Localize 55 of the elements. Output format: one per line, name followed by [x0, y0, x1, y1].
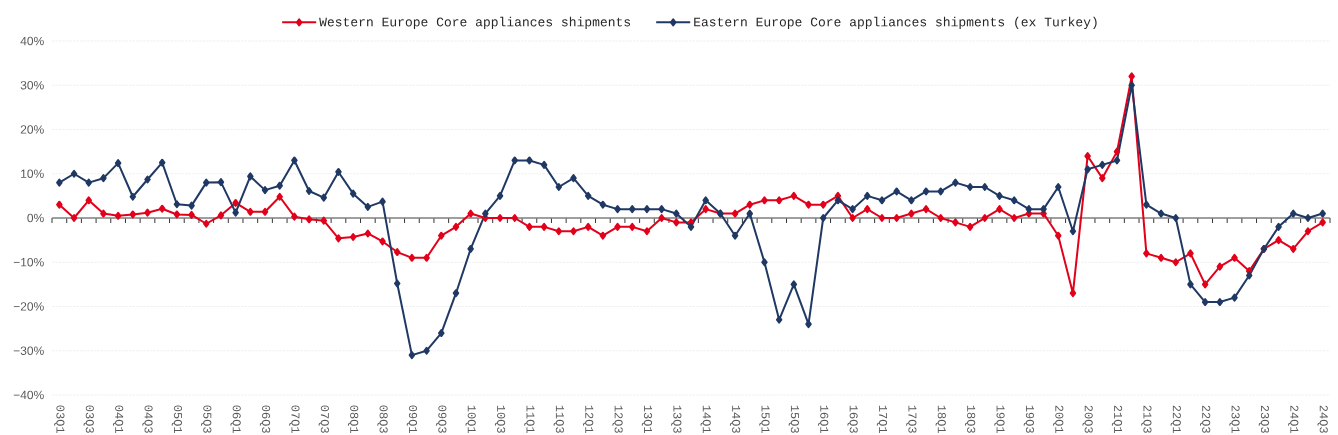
- x-tick-label: 19Q3: [1023, 405, 1035, 433]
- x-tick-label: 09Q3: [436, 405, 447, 433]
- x-tick-label: 06Q1: [230, 405, 241, 434]
- x-tick-label: 19Q1: [994, 405, 1005, 434]
- x-tick-label: 12Q3: [612, 405, 623, 433]
- x-tick-label: 22Q3: [1199, 405, 1211, 433]
- x-tick-label: 14Q1: [700, 405, 711, 434]
- x-tick-label: 13Q1: [641, 405, 653, 434]
- x-tick-label: 17Q1: [876, 405, 888, 434]
- x-tick-label: 22Q1: [1170, 405, 1181, 434]
- x-tick-label: 12Q1: [583, 405, 594, 434]
- x-tick-label: 15Q3: [788, 405, 799, 433]
- x-tick-label: 23Q1: [1229, 405, 1240, 434]
- x-tick-label: 16Q1: [818, 405, 829, 434]
- x-tick-label: 07Q3: [318, 405, 329, 433]
- x-tick-label: 16Q3: [847, 405, 858, 433]
- x-tick-label: 23Q3: [1258, 405, 1270, 433]
- x-tick-label: 06Q3: [259, 405, 271, 433]
- x-tick-label: 11Q3: [553, 405, 564, 433]
- y-tick-label: 20%: [20, 125, 44, 134]
- x-tick-label: 15Q1: [759, 405, 770, 434]
- y-tick-label: 30%: [20, 81, 44, 90]
- x-tick-label: 03Q3: [83, 405, 94, 433]
- x-tick-label: 05Q3: [201, 405, 212, 433]
- x-tick-label: 04Q1: [112, 405, 124, 434]
- x-tick-label: 20Q3: [1082, 405, 1093, 433]
- x-tick-label: 13Q3: [671, 405, 682, 433]
- x-tick-label: 09Q1: [406, 405, 418, 434]
- y-tick-label: 40%: [20, 36, 44, 46]
- x-tick-label: 10Q1: [465, 405, 476, 434]
- x-tick-label: 07Q1: [289, 405, 300, 434]
- x-tick-label: 08Q1: [348, 405, 359, 434]
- x-tick-label: 17Q3: [906, 405, 917, 433]
- x-tick-label: 24Q1: [1288, 405, 1299, 434]
- x-tick-label: 18Q3: [964, 405, 976, 433]
- y-tick-label: −40%: [13, 390, 44, 400]
- x-tick-label: 05Q1: [171, 405, 183, 434]
- x-tick-label: 14Q3: [729, 405, 741, 433]
- x-tick-label: 21Q3: [1141, 405, 1152, 433]
- x-tick-label: 04Q3: [142, 405, 153, 433]
- x-tick-label: 10Q3: [494, 405, 506, 433]
- x-tick-label: 08Q3: [377, 405, 388, 433]
- legend-label: Eastern Europe Core appliances shipments (ex Turkey): [694, 16, 1097, 29]
- y-tick-label: −10%: [13, 258, 44, 267]
- y-tick-label: −20%: [13, 302, 44, 311]
- x-tick-label: 21Q1: [1111, 405, 1123, 434]
- x-tick-label: 03Q1: [54, 405, 65, 434]
- y-tick-label: 10%: [21, 169, 44, 178]
- x-tick-label: 20Q1: [1053, 405, 1064, 434]
- y-tick-label: 0%: [27, 213, 44, 223]
- x-tick-label: 11Q1: [524, 405, 535, 434]
- x-tick-label: 24Q3: [1317, 405, 1328, 433]
- y-tick-label: −30%: [13, 346, 44, 355]
- legend-label: Western Europe Core appliances shipments: [319, 16, 631, 29]
- x-tick-label: 18Q1: [935, 405, 946, 434]
